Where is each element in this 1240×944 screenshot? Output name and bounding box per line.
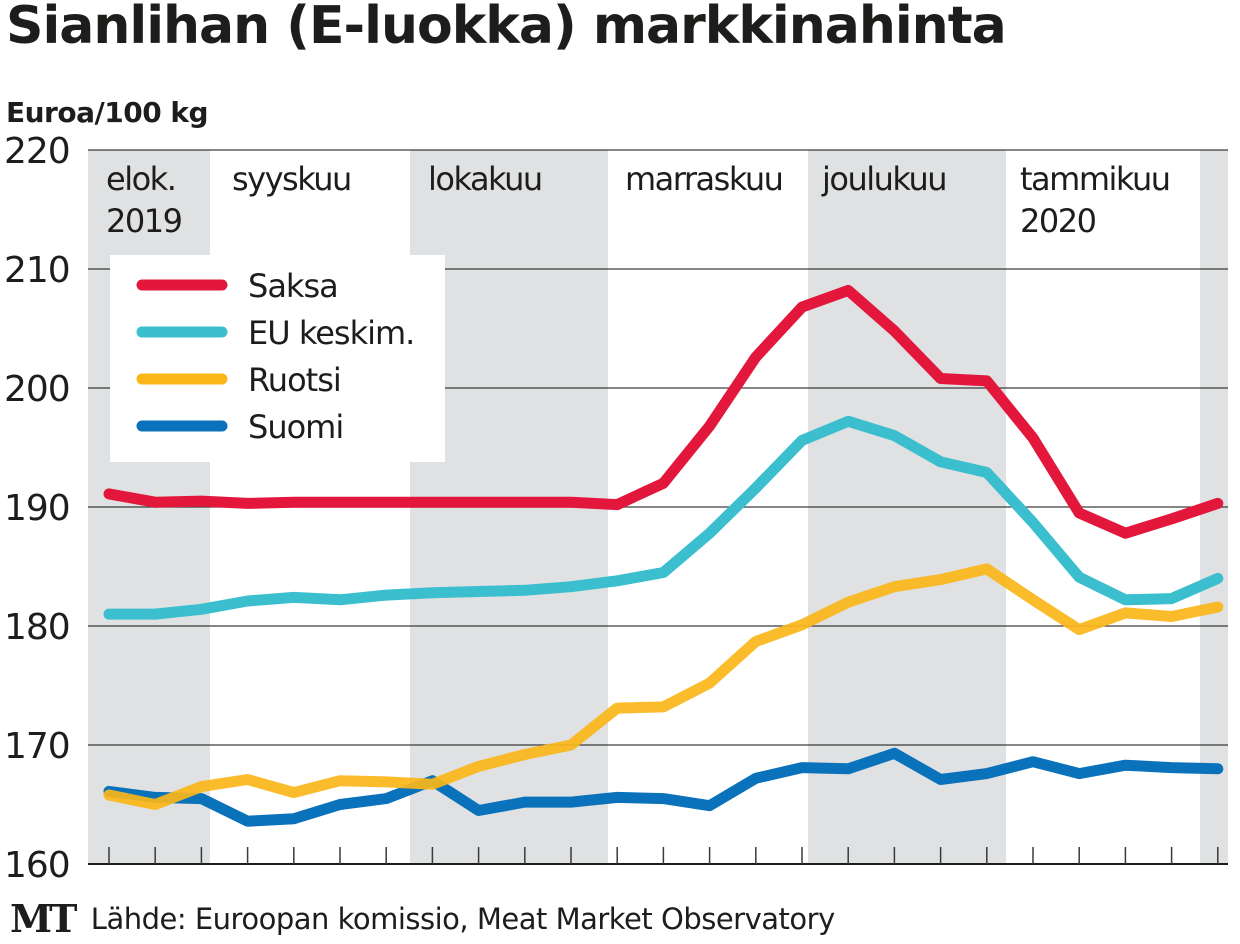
month-year-label: 2019 <box>106 202 182 240</box>
month-label: lokakuu <box>428 160 542 198</box>
series-lines <box>103 284 1224 827</box>
y-tick-label: 220 <box>4 131 70 172</box>
x-axis-ticks <box>108 847 1219 864</box>
y-tick-label: 180 <box>4 607 70 648</box>
y-tick-label: 210 <box>4 250 70 291</box>
y-tick-label: 170 <box>4 726 70 767</box>
month-label: syyskuu <box>232 160 351 198</box>
month-label: marraskuu <box>625 160 782 198</box>
series-line-suomi <box>103 747 1224 827</box>
y-tick-label: 200 <box>4 369 70 410</box>
series-line-eu-keskim <box>103 415 1224 620</box>
source-note: Lähde: Euroopan komissio, Meat Market Ob… <box>90 901 835 936</box>
legend-label: Saksa <box>248 267 338 305</box>
month-label: tammikuu <box>1020 160 1170 198</box>
y-axis-ticks: 160 170 180 190 200 210 220 <box>4 131 71 886</box>
legend-label: EU keskim. <box>248 314 414 352</box>
y-tick-label: 160 <box>4 845 70 886</box>
footer: MT Lähde: Euroopan komissio, Meat Market… <box>10 896 835 941</box>
legend-label: Suomi <box>248 408 343 446</box>
month-year-label: 2020 <box>1020 202 1096 240</box>
month-label: joulukuu <box>821 160 946 198</box>
mt-logo: MT <box>10 896 77 941</box>
month-label: elok. <box>106 160 175 198</box>
y-tick-label: 190 <box>4 488 70 529</box>
y-axis-unit-label: Euroa/100 kg <box>6 96 209 129</box>
legend-label: Ruotsi <box>248 361 341 399</box>
month-labels: elok. 2019 syyskuu lokakuu marraskuu joulukuu… <box>106 160 1171 240</box>
legend: Saksa EU keskim. Ruotsi Suomi <box>110 255 445 462</box>
chart-title: Sianlihan (E-luokka) markkinahinta <box>6 0 1007 56</box>
